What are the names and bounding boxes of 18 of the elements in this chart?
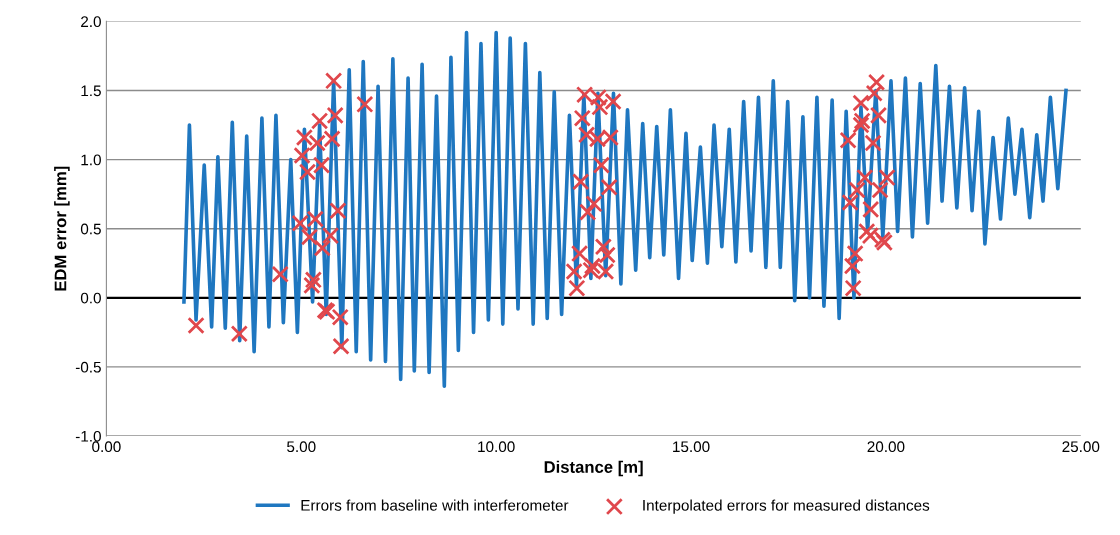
y-tick-label: 2.0	[81, 16, 101, 28]
y-tick-label: 1.0	[81, 154, 101, 166]
x-tick-label: 0.00	[92, 441, 121, 453]
y-tick-label: -1.0	[75, 430, 101, 442]
y-tick-label: 0.0	[80, 292, 101, 304]
x-tick-label: 20.00	[867, 441, 905, 453]
line-series	[182, 30, 1068, 389]
legend-label: Errors from baseline with interferometer	[301, 499, 569, 511]
y-axis-title: EDM error [mm]	[54, 166, 70, 291]
x-tick-label: 25.00	[1062, 441, 1100, 453]
x-tick-label: 10.00	[478, 441, 515, 453]
y-tick-label: -0.5	[75, 361, 101, 373]
y-tick-label: 0.5	[80, 223, 101, 235]
y-tick-label: 1.5	[81, 85, 101, 97]
x-tick-label: 5.00	[287, 441, 316, 453]
x-tick-label: 15.00	[673, 441, 710, 453]
legend-label: Interpolated errors for measured distances	[643, 499, 930, 514]
x-axis-title: Distance [m]	[544, 460, 643, 477]
